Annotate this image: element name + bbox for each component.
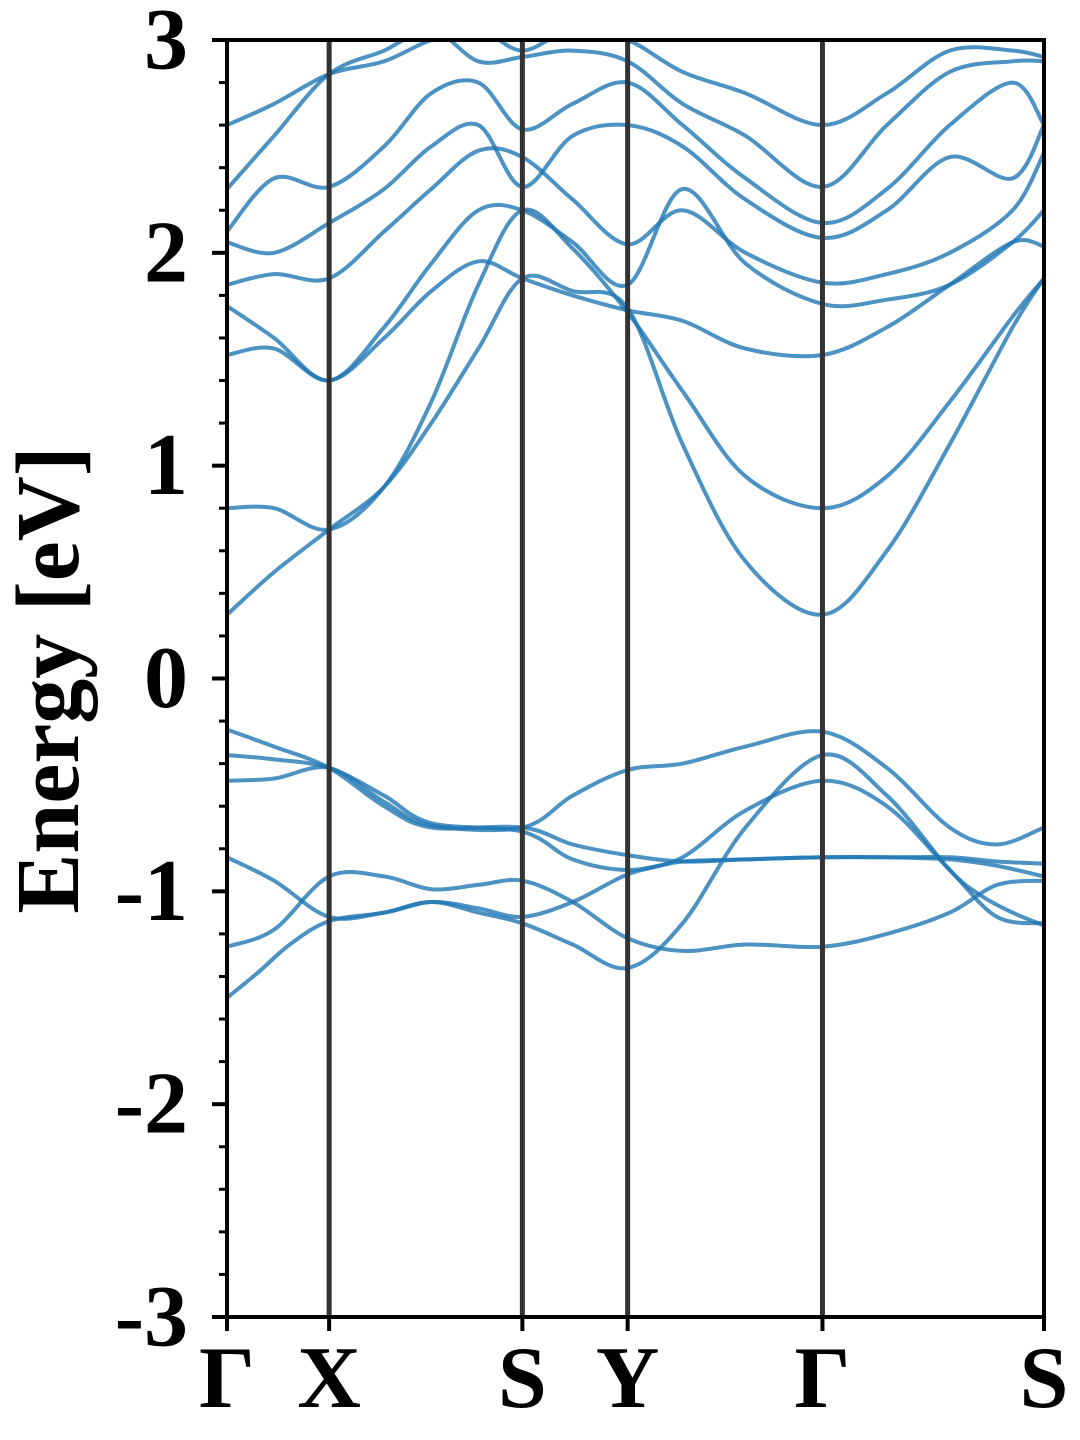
band-line-14: [227, 40, 1044, 191]
y-tick-label: 2: [144, 204, 188, 301]
band-line-10: [227, 186, 1044, 383]
x-tick-label: S: [498, 1330, 547, 1427]
y-tick-label: -3: [115, 1269, 188, 1366]
band-line-8: [227, 207, 1044, 532]
y-tick-label: -1: [115, 843, 188, 940]
y-tick-label: -2: [115, 1056, 188, 1153]
band-line-9: [227, 238, 1044, 383]
band-line-3: [227, 778, 1044, 926]
y-axis-ticks: -3 -2 -1 0 1 2 3: [115, 0, 227, 1366]
band-line-15: [227, 40, 1044, 128]
high-symmetry-dividers: [326, 40, 825, 1317]
plot-frame: [225, 38, 1046, 1319]
band-line-12: [227, 121, 1044, 256]
y-axis-title: Energy [eV]: [0, 446, 98, 913]
y-tick-label: 0: [144, 630, 188, 727]
band-line-5: [227, 729, 1044, 847]
x-tick-label: Γ: [794, 1330, 850, 1427]
x-tick-label: X: [297, 1330, 361, 1427]
band-line-1: [227, 752, 1044, 1000]
x-tick-label: Γ: [199, 1330, 255, 1427]
band-line-11: [227, 146, 1044, 287]
y-tick-label: 3: [144, 0, 188, 89]
x-tick-label: S: [1020, 1330, 1069, 1427]
band-line-6: [227, 753, 1044, 873]
band-line-2: [227, 869, 1044, 953]
bands: [227, 40, 1044, 1000]
x-tick-label: Y: [596, 1330, 660, 1427]
band-line-13: [227, 78, 1044, 234]
y-tick-label: 1: [144, 417, 188, 514]
